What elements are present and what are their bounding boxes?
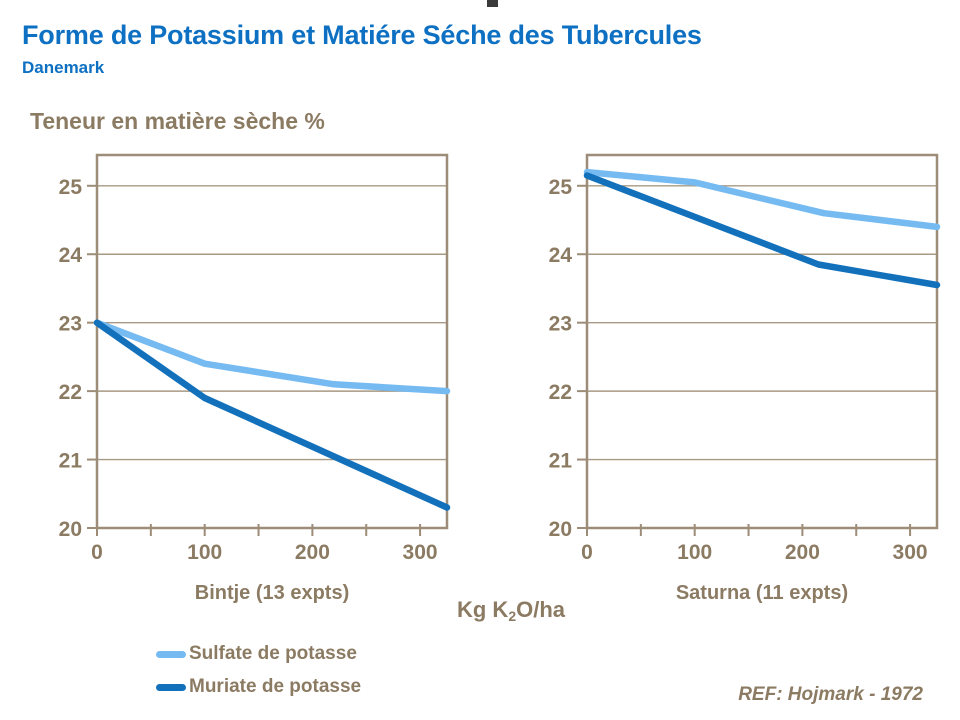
line-chart-saturna: 20 21 22 23 24 25 0 100 200 300: [549, 153, 941, 564]
top-edge-artifact: [487, 0, 498, 7]
muriate-line-swatch-icon: [156, 683, 186, 691]
legend-item-sulfate: Sulfate de potasse: [156, 642, 361, 666]
sulfate-line-swatch-icon: [156, 650, 186, 658]
svg-text:23: 23: [59, 313, 82, 336]
legend: Sulfate de potasse Muriate de potasse: [156, 642, 361, 708]
svg-text:200: 200: [295, 541, 330, 564]
legend-label-muriate: Muriate de potasse: [189, 676, 362, 697]
svg-text:23: 23: [549, 313, 572, 336]
svg-text:20: 20: [59, 518, 82, 541]
chart-caption-saturna: Saturna (11 expts): [675, 582, 849, 604]
x-axis-label: Kg K2O/ha: [411, 597, 611, 624]
reference-text: REF: Hojmark - 1972: [738, 684, 923, 705]
svg-text:300: 300: [403, 541, 438, 564]
svg-text:22: 22: [549, 381, 572, 404]
svg-text:22: 22: [59, 381, 82, 404]
svg-text:21: 21: [59, 450, 83, 473]
page-title: Forme de Potassium et Matiére Séche des …: [22, 20, 702, 50]
chart-caption-bintje: Bintje (13 expts): [194, 582, 350, 604]
svg-text:300: 300: [893, 541, 928, 564]
svg-text:100: 100: [187, 541, 222, 564]
legend-label-sulfate: Sulfate de potasse: [189, 643, 357, 664]
svg-text:0: 0: [91, 541, 103, 564]
svg-text:25: 25: [59, 176, 83, 199]
svg-text:24: 24: [59, 244, 83, 267]
svg-text:20: 20: [549, 518, 572, 541]
x-axis-label-suffix: O/ha: [516, 597, 566, 622]
y-axis-heading: Teneur en matière sèche %: [30, 108, 325, 134]
svg-text:0: 0: [581, 541, 593, 564]
svg-text:21: 21: [549, 450, 573, 473]
line-chart-bintje: 20 21 22 23 24 25 0 100 200 300: [59, 153, 451, 564]
x-axis-label-subscript: 2: [508, 608, 517, 624]
svg-text:200: 200: [785, 541, 820, 564]
page-subtitle: Danemark: [22, 58, 105, 77]
svg-text:25: 25: [549, 176, 573, 199]
x-axis-label-prefix: Kg K: [456, 597, 509, 622]
svg-text:100: 100: [677, 541, 712, 564]
svg-text:24: 24: [549, 244, 573, 267]
legend-item-muriate: Muriate de potasse: [156, 675, 361, 699]
